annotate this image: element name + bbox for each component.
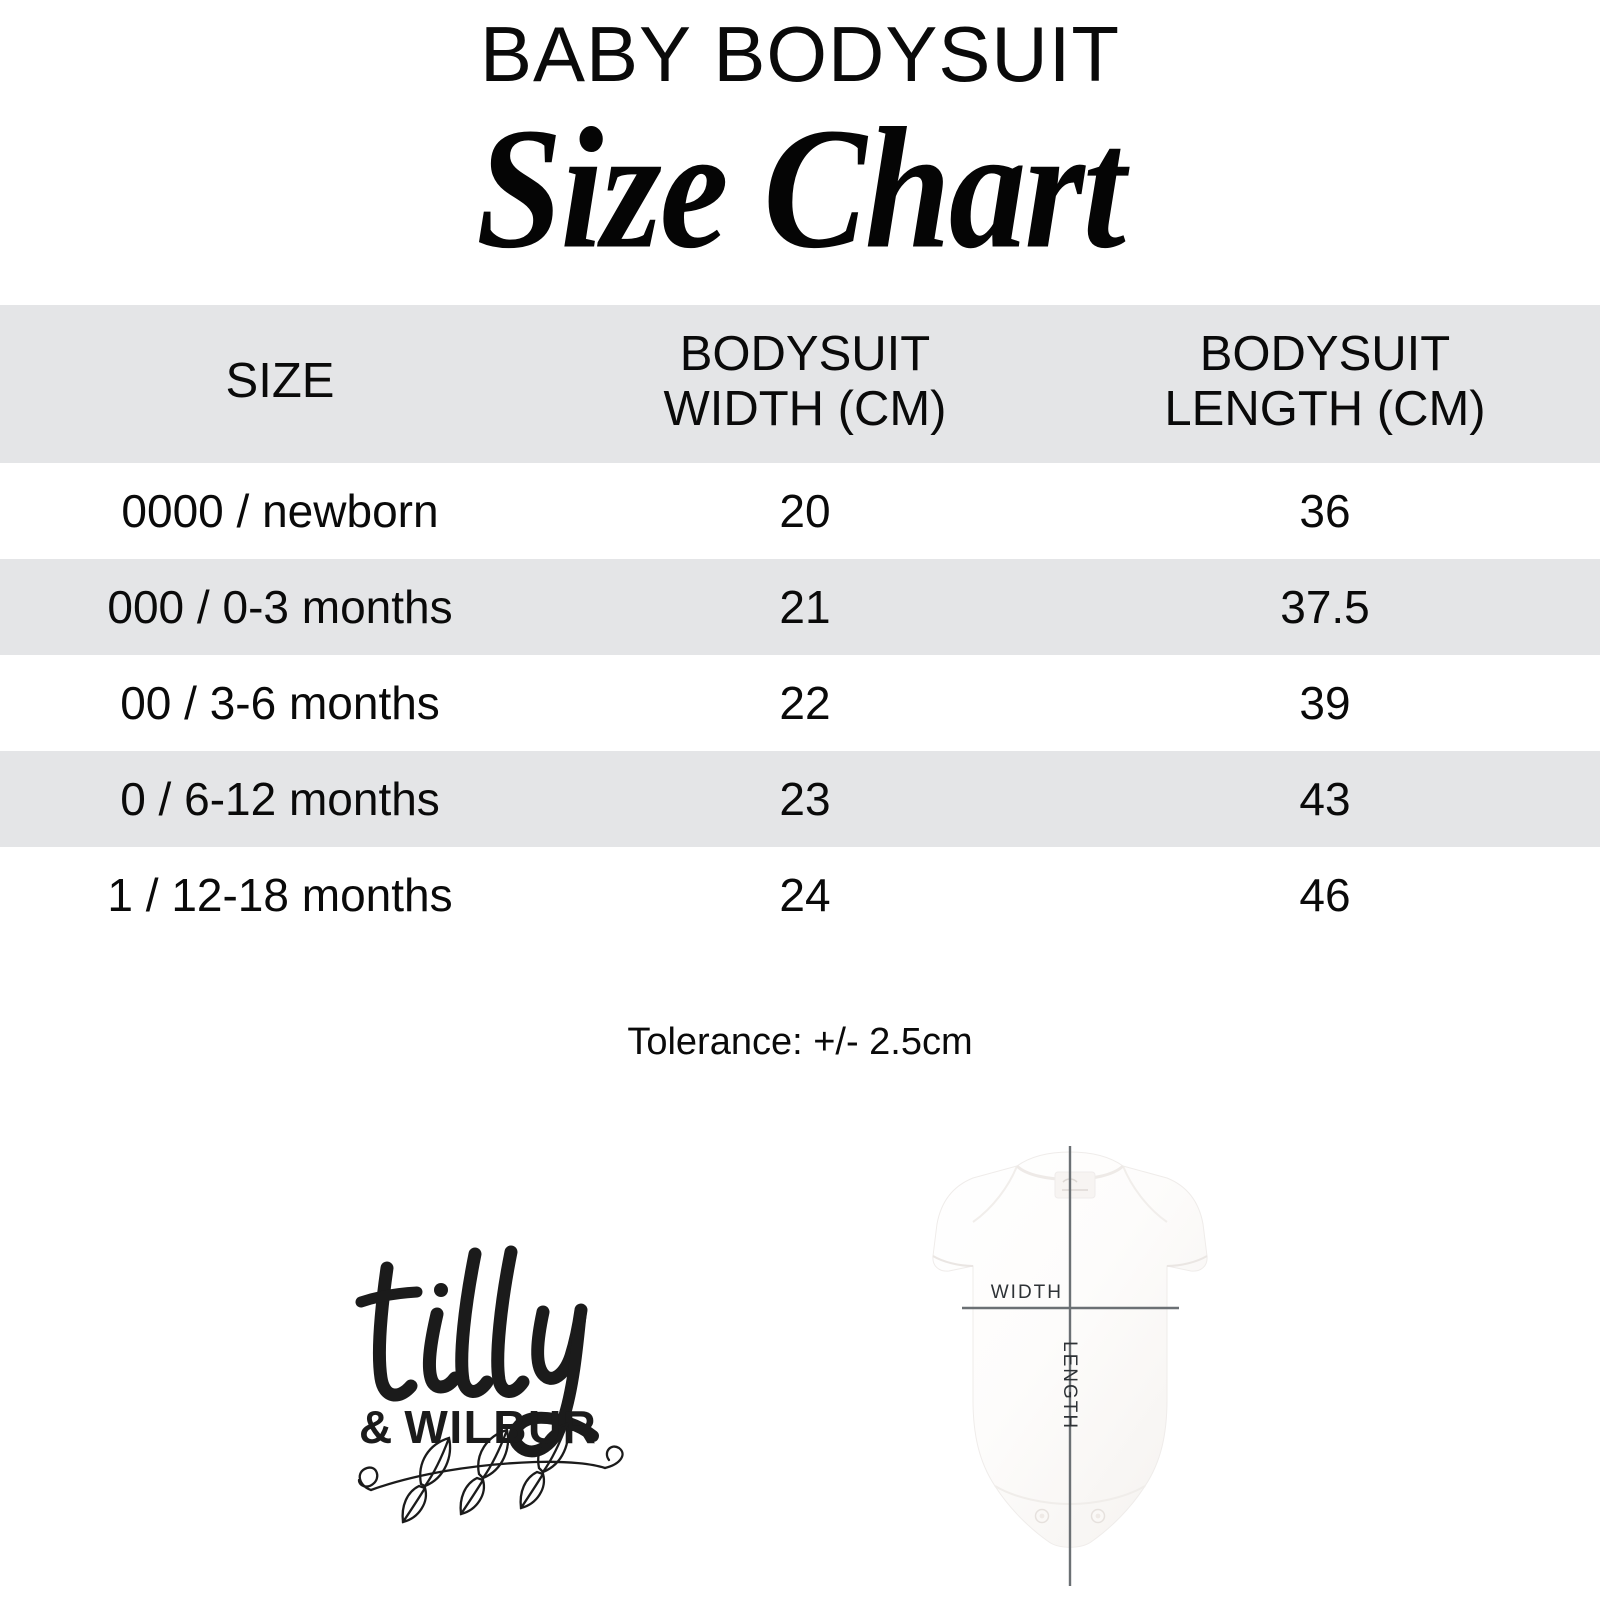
page-header: BABY BODYSUIT Size Chart bbox=[0, 0, 1600, 275]
table-row: 0000 / newborn 20 36 bbox=[0, 462, 1600, 559]
brand-logo: & WILBUR bbox=[345, 1240, 675, 1540]
cell-size: 1 / 12-18 months bbox=[0, 846, 560, 943]
width-label: WIDTH bbox=[991, 1282, 1063, 1303]
table-body: 0000 / newborn 20 36 000 / 0-3 months 21… bbox=[0, 462, 1600, 943]
cell-length: 43 bbox=[1050, 750, 1600, 847]
column-header-size: SIZE bbox=[0, 304, 560, 463]
cell-length: 46 bbox=[1050, 846, 1600, 943]
table-header-row: SIZE BODYSUIT WIDTH (CM) BODYSUIT LENGTH… bbox=[0, 304, 1600, 463]
cell-width: 24 bbox=[560, 846, 1050, 943]
cell-size: 00 / 3-6 months bbox=[0, 654, 560, 751]
cell-size: 0 / 6-12 months bbox=[0, 750, 560, 847]
table-row: 1 / 12-18 months 24 46 bbox=[0, 846, 1600, 943]
cell-length: 39 bbox=[1050, 654, 1600, 751]
table-row: 0 / 6-12 months 23 43 bbox=[0, 750, 1600, 847]
tolerance-note: Tolerance: +/- 2.5cm bbox=[627, 1020, 973, 1063]
column-header-width-line1: BODYSUIT bbox=[679, 326, 931, 381]
column-header-length-line2: LENGTH (CM) bbox=[1164, 381, 1486, 436]
column-header-width: BODYSUIT WIDTH (CM) bbox=[560, 304, 1050, 463]
cell-length: 36 bbox=[1050, 462, 1600, 559]
page-title-main: BABY BODYSUIT bbox=[479, 10, 1121, 98]
table-row: 00 / 3-6 months 22 39 bbox=[0, 654, 1600, 751]
logo-sub-name: & WILBUR bbox=[359, 1401, 597, 1453]
cell-length: 37.5 bbox=[1050, 558, 1600, 655]
cell-size: 000 / 0-3 months bbox=[0, 558, 560, 655]
bodysuit-illustration: WIDTH LENGTH bbox=[905, 1138, 1235, 1593]
cell-width: 21 bbox=[560, 558, 1050, 655]
footer-area: & WILBUR bbox=[0, 1130, 1600, 1600]
cell-width: 22 bbox=[560, 654, 1050, 751]
size-chart-table: SIZE BODYSUIT WIDTH (CM) BODYSUIT LENGTH… bbox=[0, 304, 1600, 943]
cell-width: 20 bbox=[560, 462, 1050, 559]
cell-width: 23 bbox=[560, 750, 1050, 847]
length-label: LENGTH bbox=[1059, 1341, 1080, 1430]
column-header-length: BODYSUIT LENGTH (CM) bbox=[1050, 304, 1600, 463]
column-header-length-line1: BODYSUIT bbox=[1199, 326, 1451, 381]
column-header-size-label: SIZE bbox=[225, 354, 335, 409]
cell-size: 0000 / newborn bbox=[0, 462, 560, 559]
table-row: 000 / 0-3 months 21 37.5 bbox=[0, 558, 1600, 655]
page-title-script: Size Chart bbox=[476, 91, 1126, 285]
table-header: SIZE BODYSUIT WIDTH (CM) BODYSUIT LENGTH… bbox=[0, 304, 1600, 463]
column-header-width-line2: WIDTH (CM) bbox=[663, 381, 947, 436]
